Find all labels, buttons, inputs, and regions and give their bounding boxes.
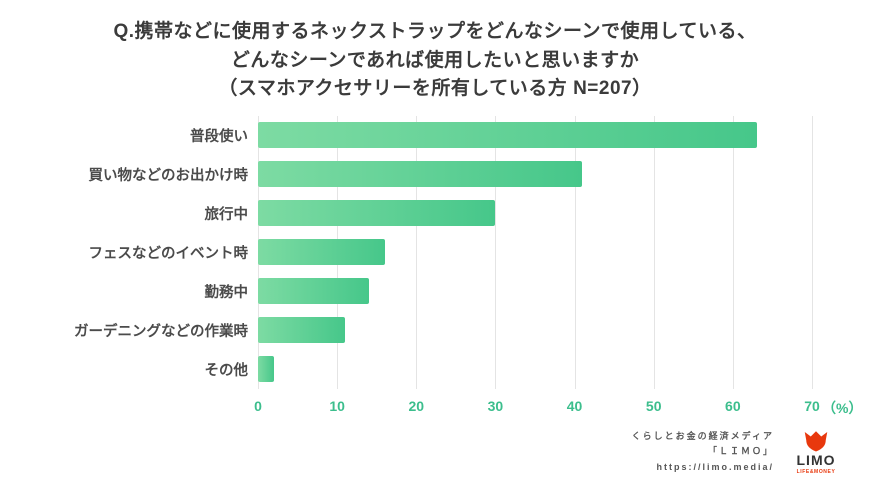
bar-row: [258, 155, 812, 194]
bar-row: [258, 233, 812, 272]
plot-area: [258, 115, 813, 389]
category-label: ガーデニングなどの作業時: [74, 323, 248, 340]
gridline: [574, 115, 576, 389]
category-label: 普段使い: [190, 128, 248, 145]
bar-row: [258, 311, 812, 350]
bar-row: [258, 194, 812, 233]
credit-url: https://limo.media/: [656, 461, 774, 472]
bar: [258, 239, 385, 265]
bar: [258, 317, 346, 343]
gridline: [653, 115, 655, 389]
category-label: 旅行中: [204, 206, 249, 223]
category-label: その他: [204, 362, 249, 379]
gridline: [495, 115, 497, 389]
plot-column: （%） 0 10 20 30 40 50 60 70: [254, 115, 862, 419]
gridline: [732, 115, 734, 389]
credit-text: くらしとお金の経済メディア 「ＬＩＭＯ」 https://limo.media/: [632, 429, 774, 475]
x-tick-label: 10: [329, 397, 345, 414]
logo-subtext: LIFE&MONEY: [796, 468, 836, 475]
chart-title-line3: （スマホアクセサリーを所有している方 N=207）: [218, 78, 652, 99]
credit-brand: 「ＬＩＭＯ」: [707, 446, 774, 457]
x-tick-label: 30: [487, 397, 504, 414]
bar: [258, 200, 496, 226]
footer: くらしとお金の経済メディア 「ＬＩＭＯ」 https://limo.media/…: [632, 429, 844, 475]
x-tick-label: 70: [804, 397, 820, 414]
bar: [258, 356, 274, 382]
bar-row: [258, 350, 812, 389]
bar: [258, 278, 369, 304]
chart-title: Q.携帯などに使用するネックストラップをどんなシーンで使用している、 どんなシー…: [0, 0, 870, 104]
percent-unit-label: （%）: [822, 399, 863, 416]
chart-title-line2: どんなシーンであれば使用したいと思いますか: [230, 49, 640, 71]
category-label: 買い物などのお出かけ時: [88, 167, 249, 184]
x-tick-label: 40: [566, 397, 583, 414]
fox-icon: [801, 429, 831, 453]
x-tick-label: 0: [254, 397, 262, 414]
x-tick-label: 20: [408, 397, 425, 414]
x-axis-ticks: （%） 0 10 20 30 40 50 60 70: [254, 389, 862, 419]
limo-logo: LIMO LIFE&MONEY: [788, 429, 844, 475]
category-label: 勤務中: [204, 284, 249, 301]
chart-title-line1: Q.携帯などに使用するネックストラップをどんなシーンで使用している、: [113, 21, 757, 42]
category-label: フェスなどのイベント時: [88, 245, 249, 262]
category-labels: 普段使い買い物などのお出かけ時旅行中フェスなどのイベント時勤務中ガーデニングなど…: [12, 116, 258, 419]
bar-rows: [258, 116, 812, 389]
gridline: [812, 115, 813, 389]
gridline: [416, 115, 418, 389]
x-tick-label: 50: [645, 397, 662, 414]
bar: [258, 122, 757, 148]
logo-text: LIMO: [796, 452, 836, 469]
credit-tagline: くらしとお金の経済メディア: [631, 431, 774, 442]
bar-row: [258, 272, 812, 311]
bar: [258, 161, 583, 187]
bar-chart: 普段使い買い物などのお出かけ時旅行中フェスなどのイベント時勤務中ガーデニングなど…: [0, 115, 870, 419]
x-tick-label: 60: [725, 397, 741, 414]
bar-row: [258, 116, 812, 155]
